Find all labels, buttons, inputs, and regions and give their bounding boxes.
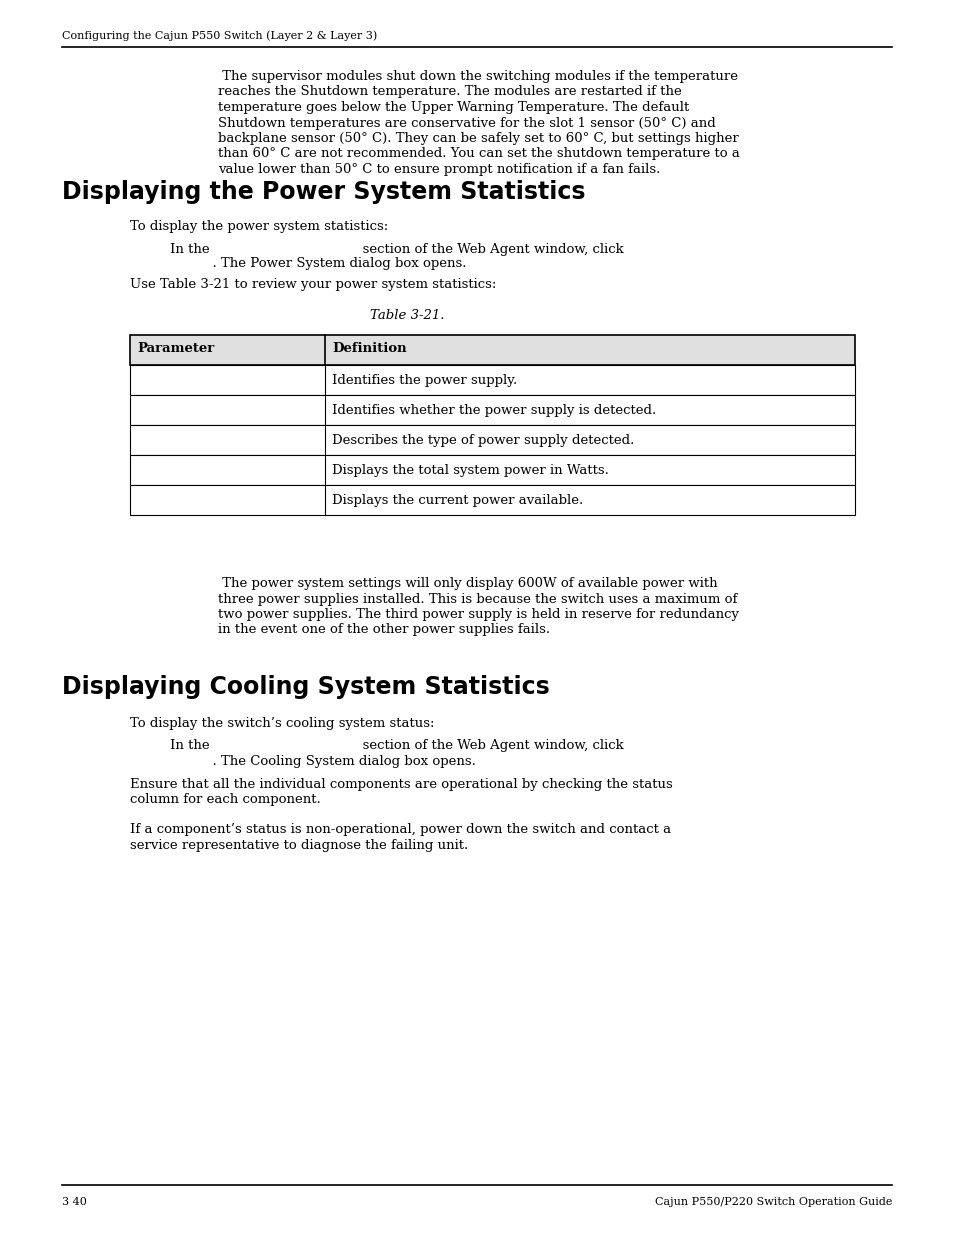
Text: Definition: Definition [332, 342, 406, 354]
Text: Parameter: Parameter [137, 342, 214, 354]
Text: If a component’s status is non-operational, power down the switch and contact a: If a component’s status is non-operation… [130, 823, 670, 836]
Bar [130, 425, 854, 454]
Text: Shutdown temperatures are conservative for the slot 1 sensor (50° C) and: Shutdown temperatures are conservative f… [218, 116, 715, 130]
Text: service representative to diagnose the failing unit.: service representative to diagnose the f… [130, 839, 468, 851]
Text: three power supplies installed. This is because the switch uses a maximum of: three power supplies installed. This is … [218, 593, 737, 605]
Text: . The Cooling System dialog box opens.: . The Cooling System dialog box opens. [170, 755, 476, 767]
Text: temperature goes below the Upper Warning Temperature. The default: temperature goes below the Upper Warning… [218, 101, 688, 114]
Text: Cajun P550/P220 Switch Operation Guide: Cajun P550/P220 Switch Operation Guide [654, 1197, 891, 1207]
Text: Displaying the Power System Statistics: Displaying the Power System Statistics [62, 180, 585, 204]
Text: Identifies whether the power supply is detected.: Identifies whether the power supply is d… [332, 404, 656, 417]
Text: backplane sensor (50° C). They can be safely set to 60° C, but settings higher: backplane sensor (50° C). They can be sa… [218, 132, 738, 144]
Text: Displaying Cooling System Statistics: Displaying Cooling System Statistics [62, 676, 549, 699]
Text: In the                                    section of the Web Agent window, click: In the section of the Web Agent window, … [170, 243, 623, 256]
Text: reaches the Shutdown temperature. The modules are restarted if the: reaches the Shutdown temperature. The mo… [218, 85, 681, 99]
Text: value lower than 50° C to ensure prompt notification if a fan fails.: value lower than 50° C to ensure prompt … [218, 163, 659, 177]
Text: column for each component.: column for each component. [130, 794, 320, 806]
Text: Displays the total system power in Watts.: Displays the total system power in Watts… [332, 464, 608, 477]
Bar [130, 395, 854, 425]
Text: The supervisor modules shut down the switching modules if the temperature: The supervisor modules shut down the swi… [218, 70, 738, 83]
Text: Identifies the power supply.: Identifies the power supply. [332, 374, 517, 387]
Text: Displays the current power available.: Displays the current power available. [332, 494, 582, 508]
Text: two power supplies. The third power supply is held in reserve for redundancy: two power supplies. The third power supp… [218, 608, 739, 621]
Text: To display the switch’s cooling system status:: To display the switch’s cooling system s… [130, 718, 434, 730]
Text: In the                                    section of the Web Agent window, click: In the section of the Web Agent window, … [170, 739, 623, 752]
Text: Table 3-21.: Table 3-21. [370, 309, 444, 322]
Text: . The Power System dialog box opens.: . The Power System dialog box opens. [170, 257, 466, 270]
Text: Configuring the Cajun P550 Switch (Layer 2 & Layer 3): Configuring the Cajun P550 Switch (Layer… [62, 30, 376, 41]
Text: than 60° C are not recommended. You can set the shutdown temperature to a: than 60° C are not recommended. You can … [218, 147, 740, 161]
Text: in the event one of the other power supplies fails.: in the event one of the other power supp… [218, 624, 550, 636]
Bar [130, 366, 854, 395]
Text: 3 40: 3 40 [62, 1197, 87, 1207]
Text: Ensure that all the individual components are operational by checking the status: Ensure that all the individual component… [130, 778, 672, 790]
Text: Describes the type of power supply detected.: Describes the type of power supply detec… [332, 433, 634, 447]
Text: The power system settings will only display 600W of available power with: The power system settings will only disp… [218, 577, 717, 590]
Text: To display the power system statistics:: To display the power system statistics: [130, 220, 388, 233]
Bar [130, 335, 854, 366]
Bar [130, 485, 854, 515]
Text: Use Table 3-21 to review your power system statistics:: Use Table 3-21 to review your power syst… [130, 278, 496, 291]
Bar [130, 454, 854, 485]
